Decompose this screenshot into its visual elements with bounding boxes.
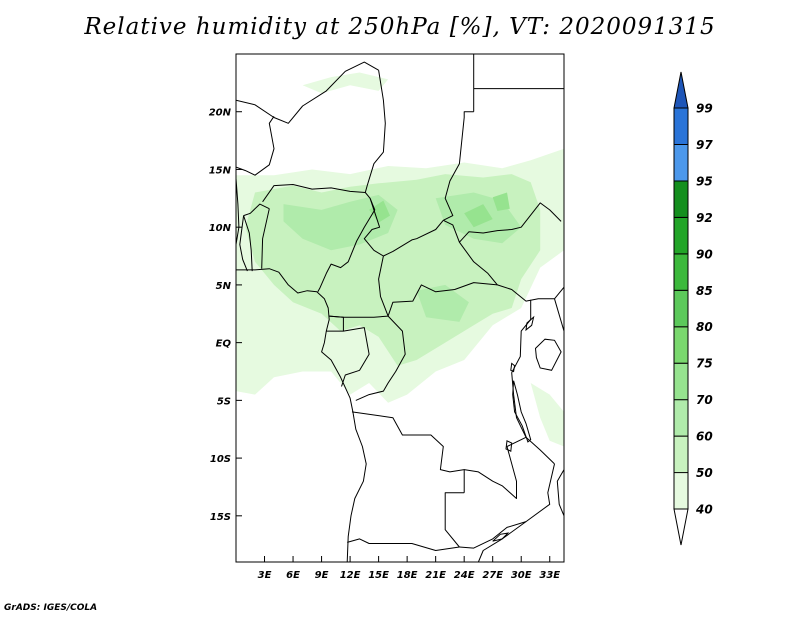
humidity-region: [369, 200, 390, 223]
colorbar-segment: [673, 326, 689, 364]
boundary-chad-sudan: [443, 117, 465, 221]
humidity-region: [302, 72, 389, 94]
boundary-chad-cameroon: [363, 198, 384, 257]
boundary-benin-nigeria: [261, 208, 270, 269]
boundary-chad-car: [383, 219, 444, 257]
lon-tick-label: 9E: [315, 570, 329, 581]
boundary-sudan-south-sudan: [459, 202, 562, 243]
lat-tick-label: 15N: [209, 165, 232, 176]
colorbar-label: 60: [696, 430, 713, 444]
humidity-region: [416, 284, 469, 322]
lon-tick-label: 33E: [539, 570, 560, 581]
boundary-car-congo: [387, 282, 498, 317]
colorbar-label: 92: [696, 211, 713, 225]
boundary-car-south-sudan: [443, 219, 498, 286]
boundary-nigeria-cameroon: [317, 198, 376, 293]
colorbar-label: 85: [696, 284, 713, 298]
boundary-gabon-congo: [341, 327, 370, 387]
lon-tick-label: 15E: [368, 570, 389, 581]
lat-tick-label: 5N: [216, 281, 232, 292]
boundary-niger-nigeria: [262, 184, 366, 203]
lake-albert: [525, 315, 535, 332]
colorbar-segment: [673, 144, 689, 182]
lon-tick-label: 3E: [258, 570, 272, 581]
lat-tick-label: 15S: [210, 512, 231, 523]
boundary-car-cameroon: [378, 255, 389, 317]
lake-kivu: [510, 362, 516, 373]
boundary-angola-zambia: [444, 492, 465, 548]
colorbar-label: 75: [696, 357, 713, 371]
colorbar-label: 97: [696, 138, 713, 152]
boundary-angola-namibia: [347, 538, 460, 551]
colorbar-label: 99: [696, 102, 713, 116]
colorbar-segment: [673, 435, 689, 474]
lake-tanganyika: [512, 380, 532, 443]
colorbar: 40 50 60 70 75 80 85 90 92 95 97 99: [673, 71, 713, 546]
humidity-region: [464, 204, 493, 228]
boundary-east-coast: [556, 469, 564, 516]
lat-tick-label: 10S: [210, 454, 231, 465]
boundary-guinea-coast: [236, 178, 240, 245]
lon-tick-label: 21E: [425, 570, 446, 581]
boundary-sudan-libya: [463, 111, 474, 118]
map-title: Relative humidity at 250hPa [%], VT: 202…: [84, 14, 716, 40]
boundary-mali-niger: [236, 116, 275, 176]
lon-tick-label: 24E: [454, 570, 475, 581]
colorbar-label: 40: [695, 503, 713, 517]
colorbar-segment: [673, 216, 689, 255]
boundary-drc-zambia: [464, 436, 527, 499]
lake-victoria: [534, 338, 562, 371]
grads-credit: GrADS: IGES/COLA: [4, 603, 98, 613]
colorbar-label: 50: [696, 466, 713, 480]
lat-tick-label: 5S: [217, 396, 231, 407]
colorbar-label: 70: [696, 393, 713, 407]
lake-mweru: [505, 440, 513, 452]
colorbar-segment: [673, 508, 689, 546]
boundary-uganda-kenya: [554, 298, 564, 332]
boundary-niger-chad: [364, 70, 386, 199]
map-frame: [235, 53, 565, 563]
colorbar-segment: [673, 399, 689, 437]
colorbar-label: 95: [696, 174, 713, 188]
longitude-axis: 3E 6E 9E 12E 15E 18E 21E 24E 27E 30E 33E: [258, 556, 560, 581]
lat-tick-label: 10N: [209, 223, 232, 234]
colorbar-label: 80: [696, 320, 713, 334]
latitude-axis: 20N 15N 10N 5N EQ 5S 10S 15S: [209, 108, 242, 523]
boundary-south-sudan-east: [497, 284, 564, 302]
colorbar-segment: [673, 472, 689, 510]
lon-tick-label: 12E: [340, 570, 361, 581]
colorbar-segment: [673, 362, 689, 401]
colorbar-label: 90: [696, 247, 713, 261]
colorbar-segment: [673, 180, 689, 218]
lon-tick-label: 27E: [482, 570, 503, 581]
lon-tick-label: 30E: [511, 570, 532, 581]
boundary-zambia-malawi-edge: [477, 521, 527, 562]
boundary-ghana-togo: [239, 215, 248, 272]
colorbar-segment: [673, 71, 689, 109]
boundary-drc-angola: [351, 411, 465, 493]
boundary-zambia-south: [459, 463, 555, 549]
country-boundaries: [236, 54, 564, 562]
colorbar-segment: [673, 107, 689, 145]
boundary-tanzania-zambia: [525, 436, 555, 465]
lat-tick-label: 20N: [209, 108, 232, 119]
boundary-congo-drc: [355, 315, 406, 401]
colorbar-segment: [673, 289, 689, 328]
colorbar-segment: [673, 253, 689, 291]
boundary-cameroon-south: [329, 315, 389, 318]
boundary-benin-burkina: [243, 203, 270, 217]
boundary-coast: [236, 268, 367, 562]
boundary-togo-benin: [243, 215, 253, 272]
humidity-region: [492, 192, 510, 211]
boundary-algeria-libya: [236, 61, 379, 124]
lon-tick-label: 6E: [286, 570, 300, 581]
humidity-region: [283, 194, 398, 251]
lake-kariba: [492, 532, 510, 542]
lat-tick-label: EQ: [216, 339, 232, 350]
humidity-region: [530, 383, 564, 447]
lon-tick-label: 18E: [397, 570, 418, 581]
